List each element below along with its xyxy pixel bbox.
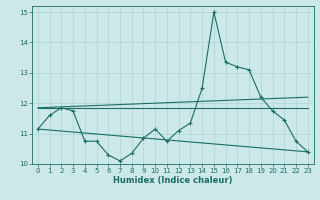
X-axis label: Humidex (Indice chaleur): Humidex (Indice chaleur) xyxy=(113,176,233,185)
